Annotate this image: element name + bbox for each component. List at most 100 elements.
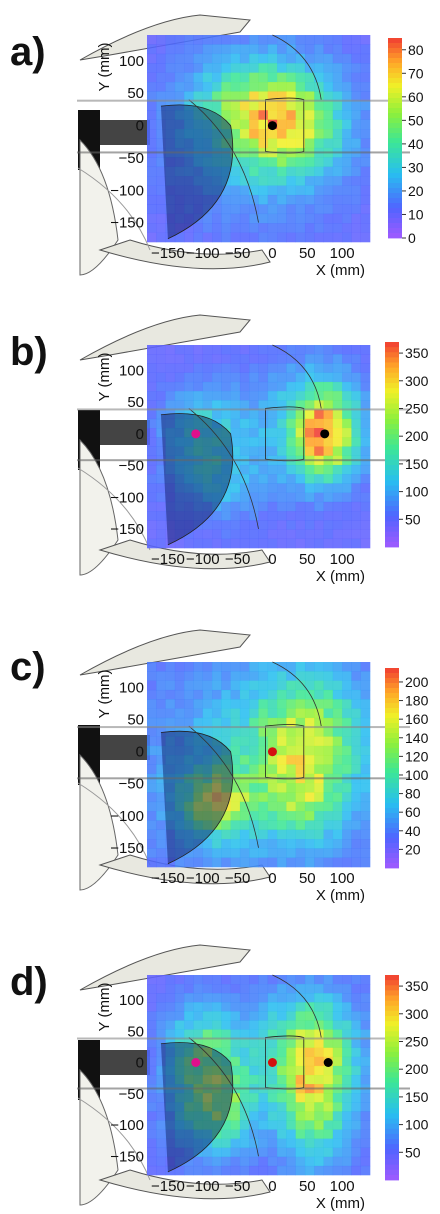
heatmap-cell <box>174 1020 185 1030</box>
heatmap-cell <box>323 345 334 355</box>
heatmap-cell <box>342 437 352 447</box>
heatmap-cell <box>323 129 334 139</box>
heatmap-cell <box>212 1075 222 1085</box>
heatmap-cell <box>249 1111 259 1121</box>
colorbar-segment <box>385 490 399 497</box>
heatmap-cell <box>267 1102 278 1112</box>
heatmap-cell <box>351 176 362 186</box>
heatmap-cell <box>184 1147 194 1158</box>
heatmap-cell <box>174 1156 185 1167</box>
heatmap-cell <box>147 662 157 672</box>
heatmap-cell <box>258 857 269 868</box>
heatmap-cell <box>193 1011 204 1021</box>
heatmap-cell <box>184 839 194 849</box>
colorbar-segment <box>388 88 402 94</box>
heatmap-cell <box>258 474 269 484</box>
heatmap-cell <box>193 1147 204 1158</box>
heatmap-cell <box>230 176 241 186</box>
heatmap-cell <box>323 1138 334 1149</box>
heatmap-cell <box>156 1138 166 1149</box>
heatmap-cell <box>304 409 315 420</box>
heatmap-cell <box>314 984 324 994</box>
heatmap-cell <box>342 857 352 868</box>
heatmap-cell <box>332 848 343 858</box>
heatmap-cell <box>174 1111 185 1121</box>
heatmap-cell <box>295 1011 306 1021</box>
heatmap-cell <box>342 717 352 728</box>
heatmap-cell <box>314 811 324 821</box>
heatmap-cell <box>165 1065 176 1076</box>
colorbar-segment <box>385 758 399 764</box>
heatmap-cell <box>147 811 157 821</box>
heatmap-cell <box>212 520 222 530</box>
heatmap-cell <box>184 138 194 149</box>
heatmap-cell <box>332 63 343 73</box>
heatmap-cell <box>277 755 287 765</box>
heatmap-cell <box>230 82 241 92</box>
heatmap-cell <box>314 44 324 55</box>
heatmap-cell <box>277 1165 287 1176</box>
heatmap-cell <box>351 727 362 737</box>
heatmap-cell <box>295 699 306 709</box>
heatmap-cell <box>221 409 231 420</box>
heatmap-cell <box>342 53 352 64</box>
heatmap-cell <box>147 717 157 728</box>
heatmap-cell <box>258 984 269 994</box>
heatmap-cell <box>249 345 259 355</box>
heatmap-cell <box>332 520 343 530</box>
heatmap-cell <box>221 185 231 196</box>
heatmap-cell <box>202 520 213 530</box>
heatmap-cell <box>360 1056 371 1067</box>
colorbar-segment <box>388 173 402 179</box>
heatmap-cell <box>156 437 166 447</box>
heatmap-cell <box>342 993 352 1003</box>
heatmap-cell <box>249 662 259 672</box>
heatmap-cell <box>249 138 259 149</box>
heatmap-cell <box>258 736 269 747</box>
heatmap-cell <box>239 1093 250 1103</box>
heatmap-cell <box>165 1020 176 1030</box>
heatmap-cell <box>332 1165 343 1176</box>
heatmap-cell <box>267 1147 278 1158</box>
heatmap-cell <box>286 354 296 364</box>
heatmap-cell <box>212 176 222 186</box>
heatmap-cell <box>230 44 241 55</box>
heatmap-cell <box>258 483 269 493</box>
heatmap-cell <box>360 138 371 149</box>
colorbar-segment <box>385 372 399 379</box>
heatmap-cell <box>193 699 204 709</box>
heatmap-cell <box>351 1002 362 1012</box>
heatmap-cell <box>230 1065 241 1076</box>
heatmap-cell <box>277 708 287 719</box>
heatmap-cell <box>267 764 278 775</box>
heatmap-cell <box>249 1020 259 1030</box>
heatmap-cell <box>258 520 269 530</box>
colorbar-segment <box>385 738 399 744</box>
heatmap-cell <box>295 185 306 196</box>
heatmap-cell <box>156 363 166 373</box>
heatmap-cell <box>202 755 213 765</box>
colorbar-segment <box>385 439 399 445</box>
heatmap-cell <box>230 848 241 858</box>
heatmap-cell <box>184 437 194 447</box>
heatmap-cell <box>239 745 250 756</box>
heatmap-cell <box>277 1002 287 1012</box>
heatmap-cell <box>267 232 278 243</box>
heatmap-cell <box>267 185 278 196</box>
heatmap-cell <box>156 176 166 186</box>
heatmap-cell <box>212 538 222 549</box>
x-tick-label: 100 <box>330 870 355 887</box>
heatmap-cell <box>193 72 204 83</box>
heatmap-cell <box>286 1156 296 1167</box>
colorbar-segment <box>385 678 399 684</box>
colorbar-segment <box>385 480 399 486</box>
heatmap-cell <box>212 44 222 55</box>
x-tick-label: 0 <box>268 870 276 887</box>
heatmap-cell <box>342 699 352 709</box>
heatmap-cell <box>165 689 176 700</box>
heatmap-cell <box>193 680 204 691</box>
heatmap-cell <box>156 194 166 205</box>
heatmap-cell <box>184 1129 194 1139</box>
heatmap-cell <box>174 483 185 493</box>
heatmap-cell <box>304 975 315 985</box>
